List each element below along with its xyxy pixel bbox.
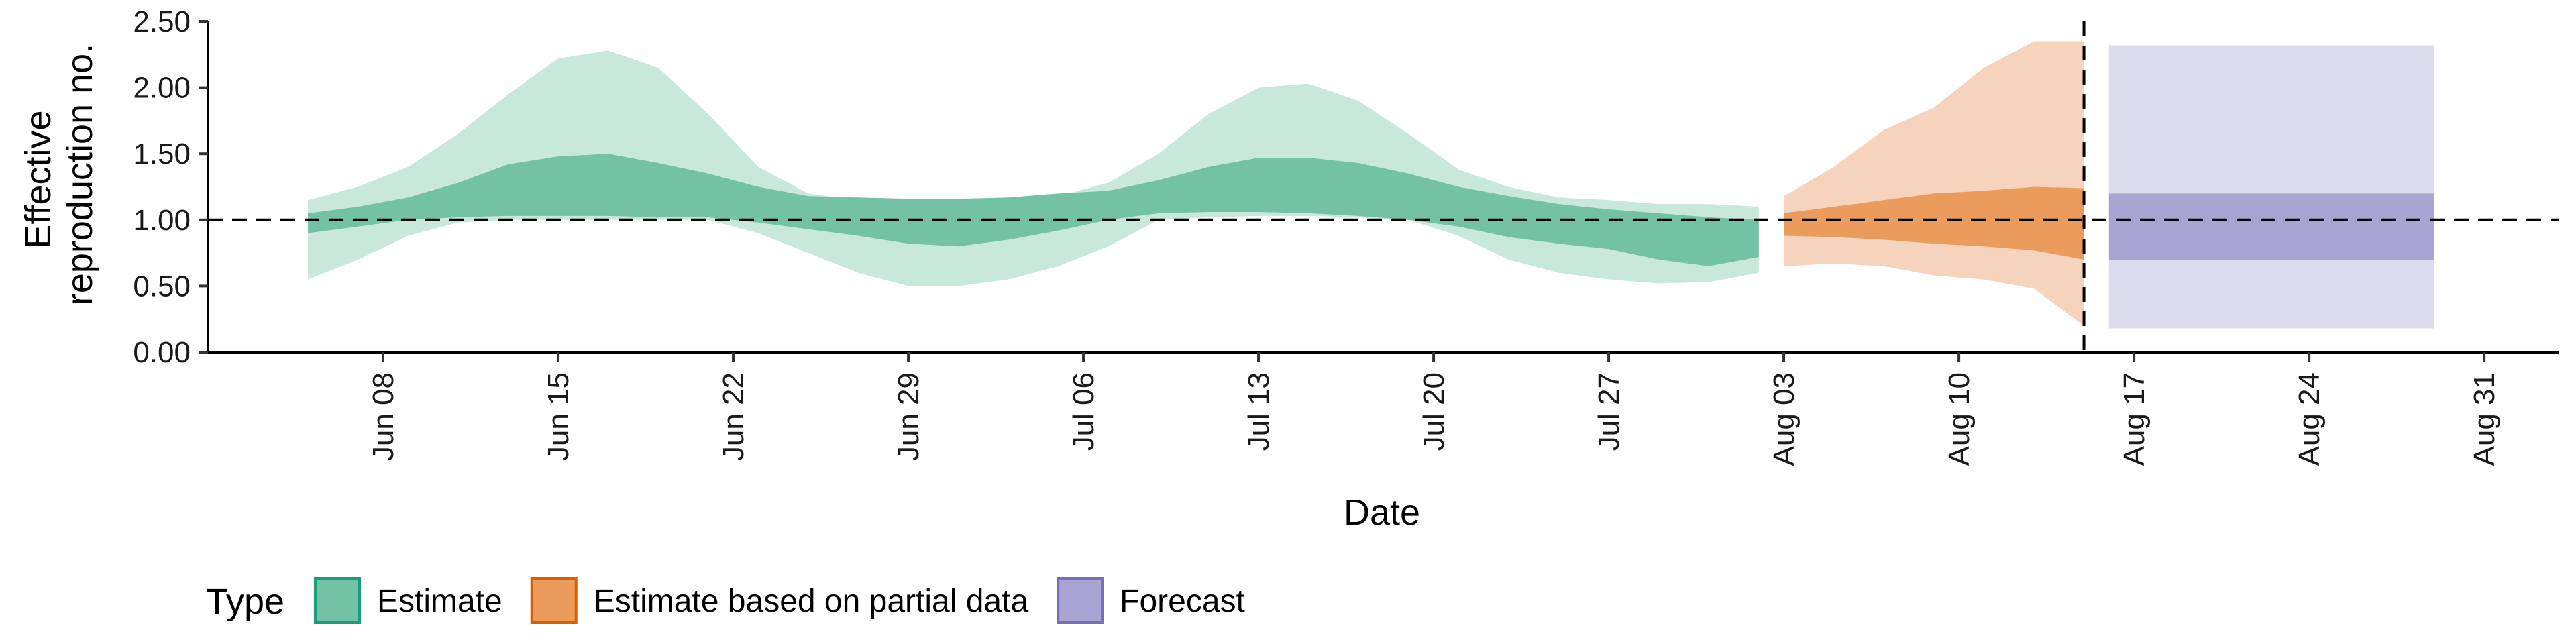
x-tick-label: Aug 03 [1768, 372, 1801, 466]
estimate-based-on-partial-data-50-band [1784, 186, 2084, 260]
legend-swatch-forecast [1057, 577, 1104, 624]
x-axis-title: Date [1344, 492, 1420, 533]
x-tick-label: Jun 22 [717, 372, 750, 461]
x-tick-label: Aug 17 [2118, 372, 2151, 466]
reference-lines [208, 21, 2559, 352]
estimate-based-on-partial-data-90-band [1784, 41, 2084, 326]
y-axis-title-line-1: Effective [18, 110, 58, 248]
bands-layer [308, 41, 2434, 329]
x-ticks: Jun 08 Jun 15 Jun 22 Jun 29 Jul 06 Jul 13 Jul … [367, 352, 2501, 466]
x-tick-label: Jun 15 [542, 372, 575, 461]
legend-title: Type [206, 582, 284, 622]
axes-layer [207, 21, 2559, 354]
y-ticks: 0.00 0.50 1.00 1.50 2.00 2.50 [133, 5, 208, 369]
legend-swatch-estimate-based-on-partial-data [530, 577, 578, 624]
y-axis-title: Effective reproduction no. [18, 44, 100, 305]
y-axis-title-line-2: reproduction no. [60, 44, 100, 305]
x-tick-label: Jul 13 [1242, 372, 1275, 451]
legend-label-forecast: Forecast [1120, 584, 1245, 619]
legend: Type Estimate Estimate based on partial d… [206, 577, 1245, 624]
estimate-50-band [308, 154, 1759, 266]
y-tick-label: 1.50 [133, 138, 191, 170]
y-tick-label: 0.50 [133, 270, 191, 303]
x-tick-label: Aug 10 [1943, 372, 1976, 466]
y-tick-label: 2.50 [133, 5, 191, 38]
y-tick-label: 2.00 [133, 72, 191, 105]
forecast-50-band [2108, 193, 2434, 260]
x-tick-label: Jun 29 [892, 372, 925, 461]
x-tick-label: Jul 20 [1417, 372, 1450, 451]
x-tick-label: Jul 27 [1593, 372, 1625, 451]
x-tick-label: Jun 08 [367, 372, 400, 461]
legend-label-estimate: Estimate [377, 584, 502, 619]
y-tick-label: 1.00 [133, 204, 191, 237]
legend-swatch-estimate [314, 577, 361, 624]
forecast-90-band [2108, 45, 2434, 329]
legend-label-estimate-based-on-partial-data: Estimate based on partial data [594, 584, 1029, 619]
estimate-90-band [308, 50, 1759, 286]
x-tick-label: Jul 06 [1067, 372, 1100, 451]
x-tick-label: Aug 31 [2468, 372, 2501, 466]
y-tick-label: 0.00 [133, 336, 191, 369]
x-tick-label: Aug 24 [2293, 372, 2326, 466]
